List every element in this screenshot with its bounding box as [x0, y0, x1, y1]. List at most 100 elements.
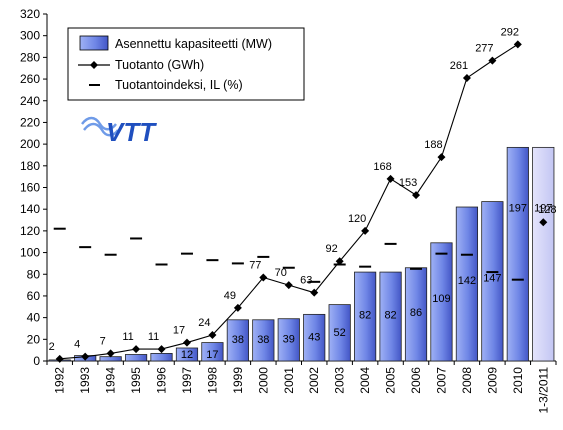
production-value-label: 188: [424, 139, 442, 151]
logo-wave: [81, 116, 117, 131]
production-value-label: 17: [173, 325, 185, 337]
capacity-bar: [506, 146, 529, 362]
production-value-label: 128: [538, 204, 556, 216]
production-value-label: 92: [326, 243, 338, 255]
x-tick-label: 2007: [434, 367, 448, 394]
x-tick-label: 2010: [511, 367, 525, 394]
production-value-label: 2: [49, 341, 55, 353]
production-value-label: 277: [475, 43, 493, 55]
y-tick-label: 40: [27, 311, 41, 325]
capacity-bar: [150, 353, 173, 362]
capacity-value-label: 82: [384, 309, 396, 321]
logo-text: VTT: [106, 117, 157, 147]
x-tick-label: 2006: [409, 367, 423, 394]
y-tick-label: 160: [20, 181, 40, 195]
y-tick-label: 240: [20, 94, 40, 108]
capacity-value-label: 197: [534, 202, 552, 214]
production-point: [81, 352, 90, 361]
production-point: [132, 345, 141, 354]
index-dashes: [53, 227, 524, 283]
x-tick-label: 2005: [384, 367, 398, 394]
production-point: [361, 226, 370, 235]
y-tick-label: 140: [20, 202, 40, 216]
y-tick-label: 200: [20, 137, 40, 151]
production-value-label: 292: [501, 26, 519, 38]
production-line: [55, 40, 548, 363]
production-point: [462, 73, 471, 82]
capacity-value-label: 142: [458, 275, 476, 287]
x-tick-label: 2003: [333, 367, 347, 394]
production-value-label: 4: [74, 339, 80, 351]
y-tick-label: 320: [20, 7, 40, 21]
logo-wave-2: [83, 122, 119, 137]
y-tick-label: 80: [27, 267, 41, 281]
capacity-value-label: 109: [432, 293, 450, 305]
x-tick-label: 2002: [307, 367, 321, 394]
capacity-bar: [175, 347, 199, 362]
legend-swatch-bar: [79, 35, 109, 51]
production-point: [412, 191, 421, 200]
production-point: [386, 174, 395, 183]
capacity-value-label: 17: [206, 349, 218, 361]
production-value-label: 63: [300, 275, 312, 287]
data-labels: 2 4 7 11 11172449777063921201681531882612772…: [49, 26, 557, 361]
y-tick-label: 20: [27, 332, 41, 346]
legend-swatch-diamond: [90, 61, 98, 69]
x-tick-label: 1999: [231, 367, 245, 394]
production-value-label: 7: [100, 335, 106, 347]
x-tick-label: 1998: [205, 367, 219, 394]
x-tick-label: 2004: [358, 367, 372, 394]
legend-label-index: Tuotantoindeksi, IL (%): [115, 78, 243, 92]
production-point: [335, 257, 344, 266]
production-value-label: 168: [373, 161, 391, 173]
x-tick-label: 1996: [155, 367, 169, 394]
capacity-bar: [252, 319, 275, 362]
production-value-label: 11: [148, 331, 159, 343]
y-tick-label: 120: [20, 224, 40, 238]
x-tick-label: 1995: [129, 367, 143, 394]
y-tick-label: 60: [27, 289, 41, 303]
y-tick-label: 220: [20, 115, 40, 129]
x-tick-label: 2009: [485, 367, 499, 394]
x-tick-label: 1997: [180, 367, 194, 394]
production-point: [182, 338, 191, 347]
production-point: [310, 288, 319, 297]
legend: Asennettu kapasiteetti (MW) Tuotanto (GW…: [67, 27, 305, 101]
y-tick-label: 100: [20, 246, 40, 260]
production-value-label: 120: [348, 213, 366, 225]
capacity-value-label: 39: [283, 333, 295, 345]
production-value-label: 77: [249, 260, 261, 272]
legend-label-capacity: Asennettu kapasiteetti (MW): [115, 37, 272, 51]
x-tick-label: 2008: [460, 367, 474, 394]
capacity-value-label: 82: [359, 309, 371, 321]
production-value-label: 153: [399, 177, 417, 189]
y-tick-label: 280: [20, 50, 40, 64]
capacity-bar: [481, 201, 504, 362]
production-point: [539, 218, 548, 227]
capacity-value-label: 52: [334, 327, 346, 339]
production-value-label: 24: [198, 317, 210, 329]
x-tick-label: 1-3/2011: [536, 367, 550, 414]
capacity-bar: [277, 318, 300, 362]
capacity-value-label: 38: [232, 334, 244, 346]
capacity-value-label: 43: [308, 331, 320, 343]
production-value-label: 261: [450, 60, 468, 72]
y-tick-label: 260: [20, 72, 40, 86]
capacity-value-label: 147: [483, 272, 501, 284]
capacity-value-label: 12: [181, 349, 193, 361]
y-tick-label: 180: [20, 159, 40, 173]
capacity-bar: [430, 242, 453, 362]
production-point: [106, 349, 115, 358]
x-tick-label: 1993: [78, 367, 92, 394]
production-value-label: 49: [224, 290, 236, 302]
legend-label-production: Tuotanto (GWh): [115, 58, 204, 72]
production-point: [437, 153, 446, 162]
capacity-bar: [379, 271, 402, 362]
production-point: [284, 281, 293, 290]
capacity-bar: [532, 146, 555, 362]
x-tick-label: 2001: [282, 367, 296, 394]
capacity-bar: [354, 271, 377, 362]
y-tick-label: 300: [20, 29, 40, 43]
production-point: [233, 303, 242, 312]
